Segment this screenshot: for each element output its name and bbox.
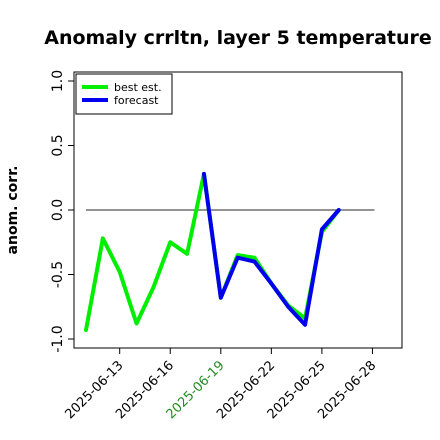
series-group: [84, 171, 341, 332]
legend: best est.forecast: [75, 73, 173, 115]
y-axis-label: anom. corr.: [5, 166, 21, 255]
chart-title: Anomaly crrltn, layer 5 temperature: [44, 27, 432, 49]
y-tick-label: 1.0: [50, 70, 66, 92]
y-tick-label: -0.5: [50, 261, 66, 288]
y-tick-label: 0.0: [50, 199, 66, 221]
y-tick-label: 0.5: [50, 134, 66, 156]
legend-label: forecast: [114, 94, 159, 107]
legend-box: [75, 73, 173, 115]
series-line-best-est-: [84, 171, 341, 332]
legend-label: best est.: [114, 81, 162, 94]
series-line-forecast: [201, 171, 341, 327]
y-tick-label: -1.0: [50, 325, 66, 352]
